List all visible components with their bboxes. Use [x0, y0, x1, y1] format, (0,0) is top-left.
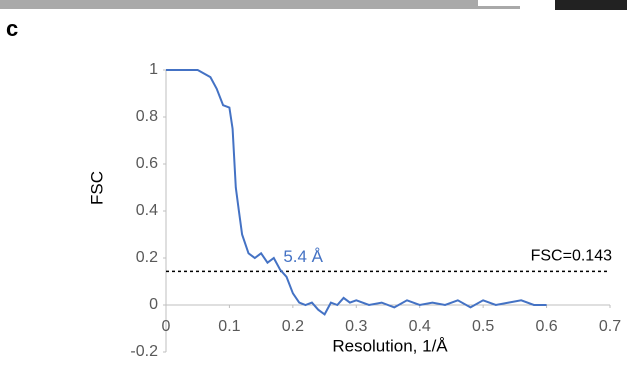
y-tick-label: 0	[149, 296, 158, 313]
y-tick-label: -0.2	[130, 343, 158, 360]
y-tick-label: 0.4	[136, 202, 158, 219]
y-tick-label: 0.6	[136, 155, 158, 172]
x-tick-label: 0.5	[472, 318, 494, 335]
threshold-label: FSC=0.143	[531, 248, 612, 265]
x-tick-label: 0.1	[218, 318, 240, 335]
figure: c FSC Resolution, 1/Å -0.200.20.40.60.81…	[0, 0, 627, 370]
page: {"panel_label": "c", "chart_data": {"typ…	[0, 0, 627, 370]
fsc-curve	[166, 70, 547, 314]
scale-box	[478, 0, 520, 6]
x-tick-label: 0.2	[282, 318, 304, 335]
image-strip	[555, 0, 627, 10]
x-tick-label: 0.6	[535, 318, 557, 335]
resolution-annotation: 5.4 Å	[283, 247, 323, 266]
panel-label: c	[6, 16, 18, 41]
x-tick-label: 0	[162, 318, 171, 335]
y-axis-title: FSC	[87, 171, 106, 205]
y-tick-label: 0.8	[136, 108, 158, 125]
x-tick-label: 0.3	[345, 318, 367, 335]
y-tick-label: 1	[149, 61, 158, 78]
x-tick-label: 0.7	[599, 318, 621, 335]
x-axis-title: Resolution, 1/Å	[332, 336, 448, 355]
y-tick-label: 0.2	[136, 249, 158, 266]
x-tick-label: 0.4	[409, 318, 431, 335]
micrograph-strip	[0, 0, 520, 9]
